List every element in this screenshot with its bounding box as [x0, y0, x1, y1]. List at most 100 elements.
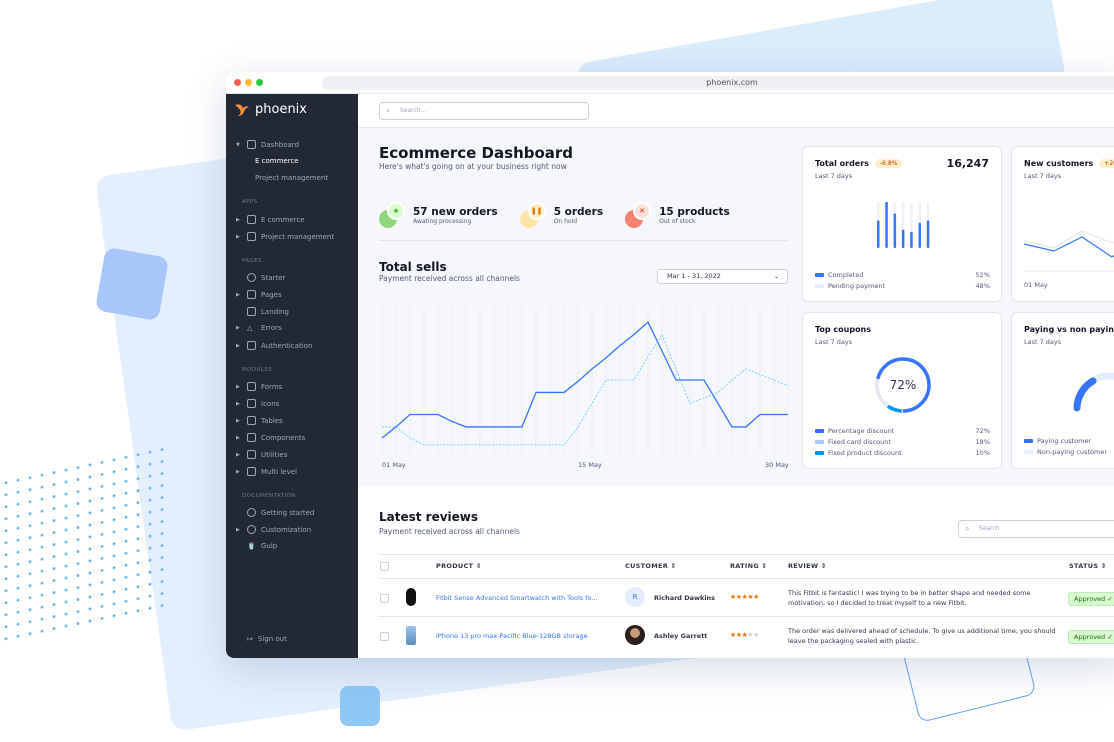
divider: [379, 240, 788, 241]
row-checkbox[interactable]: [380, 594, 389, 603]
review-text: This Fitbit is fantastic! I was trying t…: [788, 589, 1031, 607]
sidebar-item-tables[interactable]: ▶ Tables: [236, 416, 283, 425]
logo[interactable]: phoenix: [234, 102, 307, 117]
sidebar-item-forms[interactable]: ▶ Forms: [236, 382, 283, 391]
column-header-review[interactable]: REVIEW ⇕: [788, 562, 827, 570]
table-row[interactable]: Fitbit Sense Advanced Smartwatch with To…: [378, 578, 1114, 616]
minimize-dot[interactable]: [245, 79, 252, 86]
log-out-icon: ↦: [247, 635, 253, 643]
sidebar-item-errors[interactable]: ▶ △ Errors: [236, 324, 282, 332]
search-input[interactable]: Search...: [379, 102, 589, 120]
total-sells-title: Total sells: [379, 260, 447, 274]
sidebar-item-dashboard[interactable]: ▼ Dashboard: [236, 140, 299, 149]
total-orders-value: 16,247: [946, 157, 989, 170]
life-buoy-icon: [247, 508, 256, 517]
browser-titlebar: phoenix.com: [226, 72, 1114, 94]
sidebar-item-getting-started[interactable]: Getting started: [236, 508, 314, 517]
layout-icon: [247, 290, 256, 299]
column-header-product[interactable]: PRODUCT ⇕: [436, 562, 482, 570]
sidebar-item-pages[interactable]: ▶ Pages: [236, 290, 282, 299]
sidebar-item-customization[interactable]: ▶ Customization: [236, 525, 312, 534]
sign-out-button[interactable]: ↦ Sign out: [247, 635, 287, 643]
gauge-fill: [1073, 377, 1097, 412]
sidebar-item-components[interactable]: ▶ Components: [236, 433, 306, 442]
browser-window: phoenix.com phoenix ▼ Dashboard E commerc…: [226, 72, 1114, 658]
column-header-rating[interactable]: RATING ⇕: [730, 562, 768, 570]
total-sells-chart: 01 May 15 May 30 May: [381, 305, 789, 469]
date-range-select[interactable]: Mar 1 - 31, 2022 ⌄: [657, 269, 788, 284]
caret-right-icon: ▶: [236, 216, 240, 223]
sidebar-item-authentication[interactable]: ▶ Authentication: [236, 341, 313, 350]
sidebar-subitem-ecommerce[interactable]: E commerce: [255, 157, 299, 165]
customer-name[interactable]: Ashley Garrett: [654, 632, 708, 640]
sidebar-item-utilities[interactable]: ▶ Utilities: [236, 450, 288, 459]
row-checkbox[interactable]: [380, 632, 389, 641]
table-row[interactable]: iPhone 13 pro max-Pacific Blue-128GB sto…: [378, 616, 1114, 654]
section-modules: MODULES: [242, 367, 273, 373]
sidebar-item-project-management[interactable]: ▶ Project management: [236, 232, 335, 241]
sidebar-item-gulp[interactable]: 🥤 Gulp: [247, 542, 278, 550]
address-bar[interactable]: phoenix.com: [322, 76, 1114, 90]
lock-icon: [247, 341, 256, 350]
legend-fixed-card-discount: Fixed card discount 18%: [815, 438, 990, 446]
column-header-customer[interactable]: CUSTOMER ⇕: [625, 562, 677, 570]
caret-right-icon: ▶: [236, 400, 240, 407]
change-badge: +26.5%: [1099, 159, 1114, 168]
status-badge: Approved ✓: [1068, 592, 1114, 606]
page-subtitle: Here's what's going on at your business …: [379, 162, 567, 171]
select-all-checkbox[interactable]: [380, 562, 389, 571]
bar: [910, 231, 913, 248]
reviews-search-input[interactable]: Search: [958, 520, 1114, 538]
sidebar-item-landing[interactable]: Landing: [236, 307, 289, 316]
caret-right-icon: ▶: [236, 383, 240, 390]
donut-center-value: 72%: [890, 378, 917, 392]
series-line-dashed: [382, 333, 789, 446]
bar: [918, 222, 921, 248]
caret-down-icon: ▼: [236, 141, 240, 148]
product-link[interactable]: Fitbit Sense Advanced Smartwatch with To…: [436, 594, 598, 602]
sidebar-subitem-project-management[interactable]: Project management: [255, 174, 329, 182]
caret-right-icon: ▶: [236, 291, 240, 298]
search-icon: ⌕: [386, 106, 391, 115]
series-line-solid: [381, 320, 788, 439]
sidebar-item-starter[interactable]: Starter: [236, 273, 285, 282]
tool-icon: [247, 450, 256, 459]
caret-right-icon: ▶: [236, 468, 240, 475]
stat-new-orders[interactable]: ★ 57 new orders Awating processing: [379, 202, 498, 228]
sidebar-item-icons[interactable]: ▶ Icons: [236, 399, 280, 408]
customer-name[interactable]: Richard Dawkins: [654, 594, 716, 602]
caret-right-icon: ▶: [236, 526, 240, 533]
maximize-dot[interactable]: [256, 79, 263, 86]
chevron-down-icon: ⌄: [773, 273, 779, 280]
section-apps: APPS: [242, 199, 258, 205]
latest-reviews-section: Latest reviews Payment received across a…: [358, 486, 1114, 658]
avatar: R: [625, 587, 645, 607]
stat-on-hold[interactable]: ❚❚ 5 orders On hold: [519, 202, 603, 228]
caret-right-icon: ▶: [236, 434, 240, 441]
reviews-title: Latest reviews: [379, 510, 479, 524]
avatar: [625, 625, 645, 645]
stat-out-of-stock[interactable]: ✕ 15 products Out of stock: [625, 202, 730, 228]
legend-non-paying: Non-paying customer: [1024, 448, 1114, 456]
page-title: Ecommerce Dashboard: [379, 144, 574, 162]
section-documentation: DOCUMENTATION: [242, 493, 296, 499]
x-tick-label: 01 May: [382, 461, 406, 469]
card-new-customers: New customers+26.5% Last 7 days 01 May: [1011, 146, 1114, 302]
card-top-coupons: Top coupons Last 7 days 72% Percentage d…: [802, 312, 1002, 469]
legend-percentage-discount: Percentage discount 72%: [815, 427, 990, 435]
review-text: The order was delivered ahead of schedul…: [788, 627, 1056, 645]
x-tick-label: 15 May: [578, 461, 602, 469]
sidebar-item-ecommerce[interactable]: ▶ E commerce: [236, 215, 305, 224]
sidebar-item-multi-level[interactable]: ▶ Multi level: [236, 467, 297, 476]
close-dot[interactable]: [234, 79, 241, 86]
product-thumbnail: [406, 588, 416, 606]
product-link[interactable]: iPhone 13 pro max-Pacific Blue-128GB sto…: [436, 632, 588, 640]
new-customers-line-chart: [1024, 230, 1114, 272]
phoenix-logo-icon: [235, 103, 249, 116]
status-badge: Approved ✓: [1068, 630, 1114, 644]
column-header-status[interactable]: STATUS ⇕: [1069, 562, 1107, 570]
search-icon: ⌕: [965, 524, 970, 533]
paying-gauge: [1073, 372, 1114, 412]
clipboard-icon: [247, 232, 256, 241]
monitor-icon: [247, 140, 256, 149]
